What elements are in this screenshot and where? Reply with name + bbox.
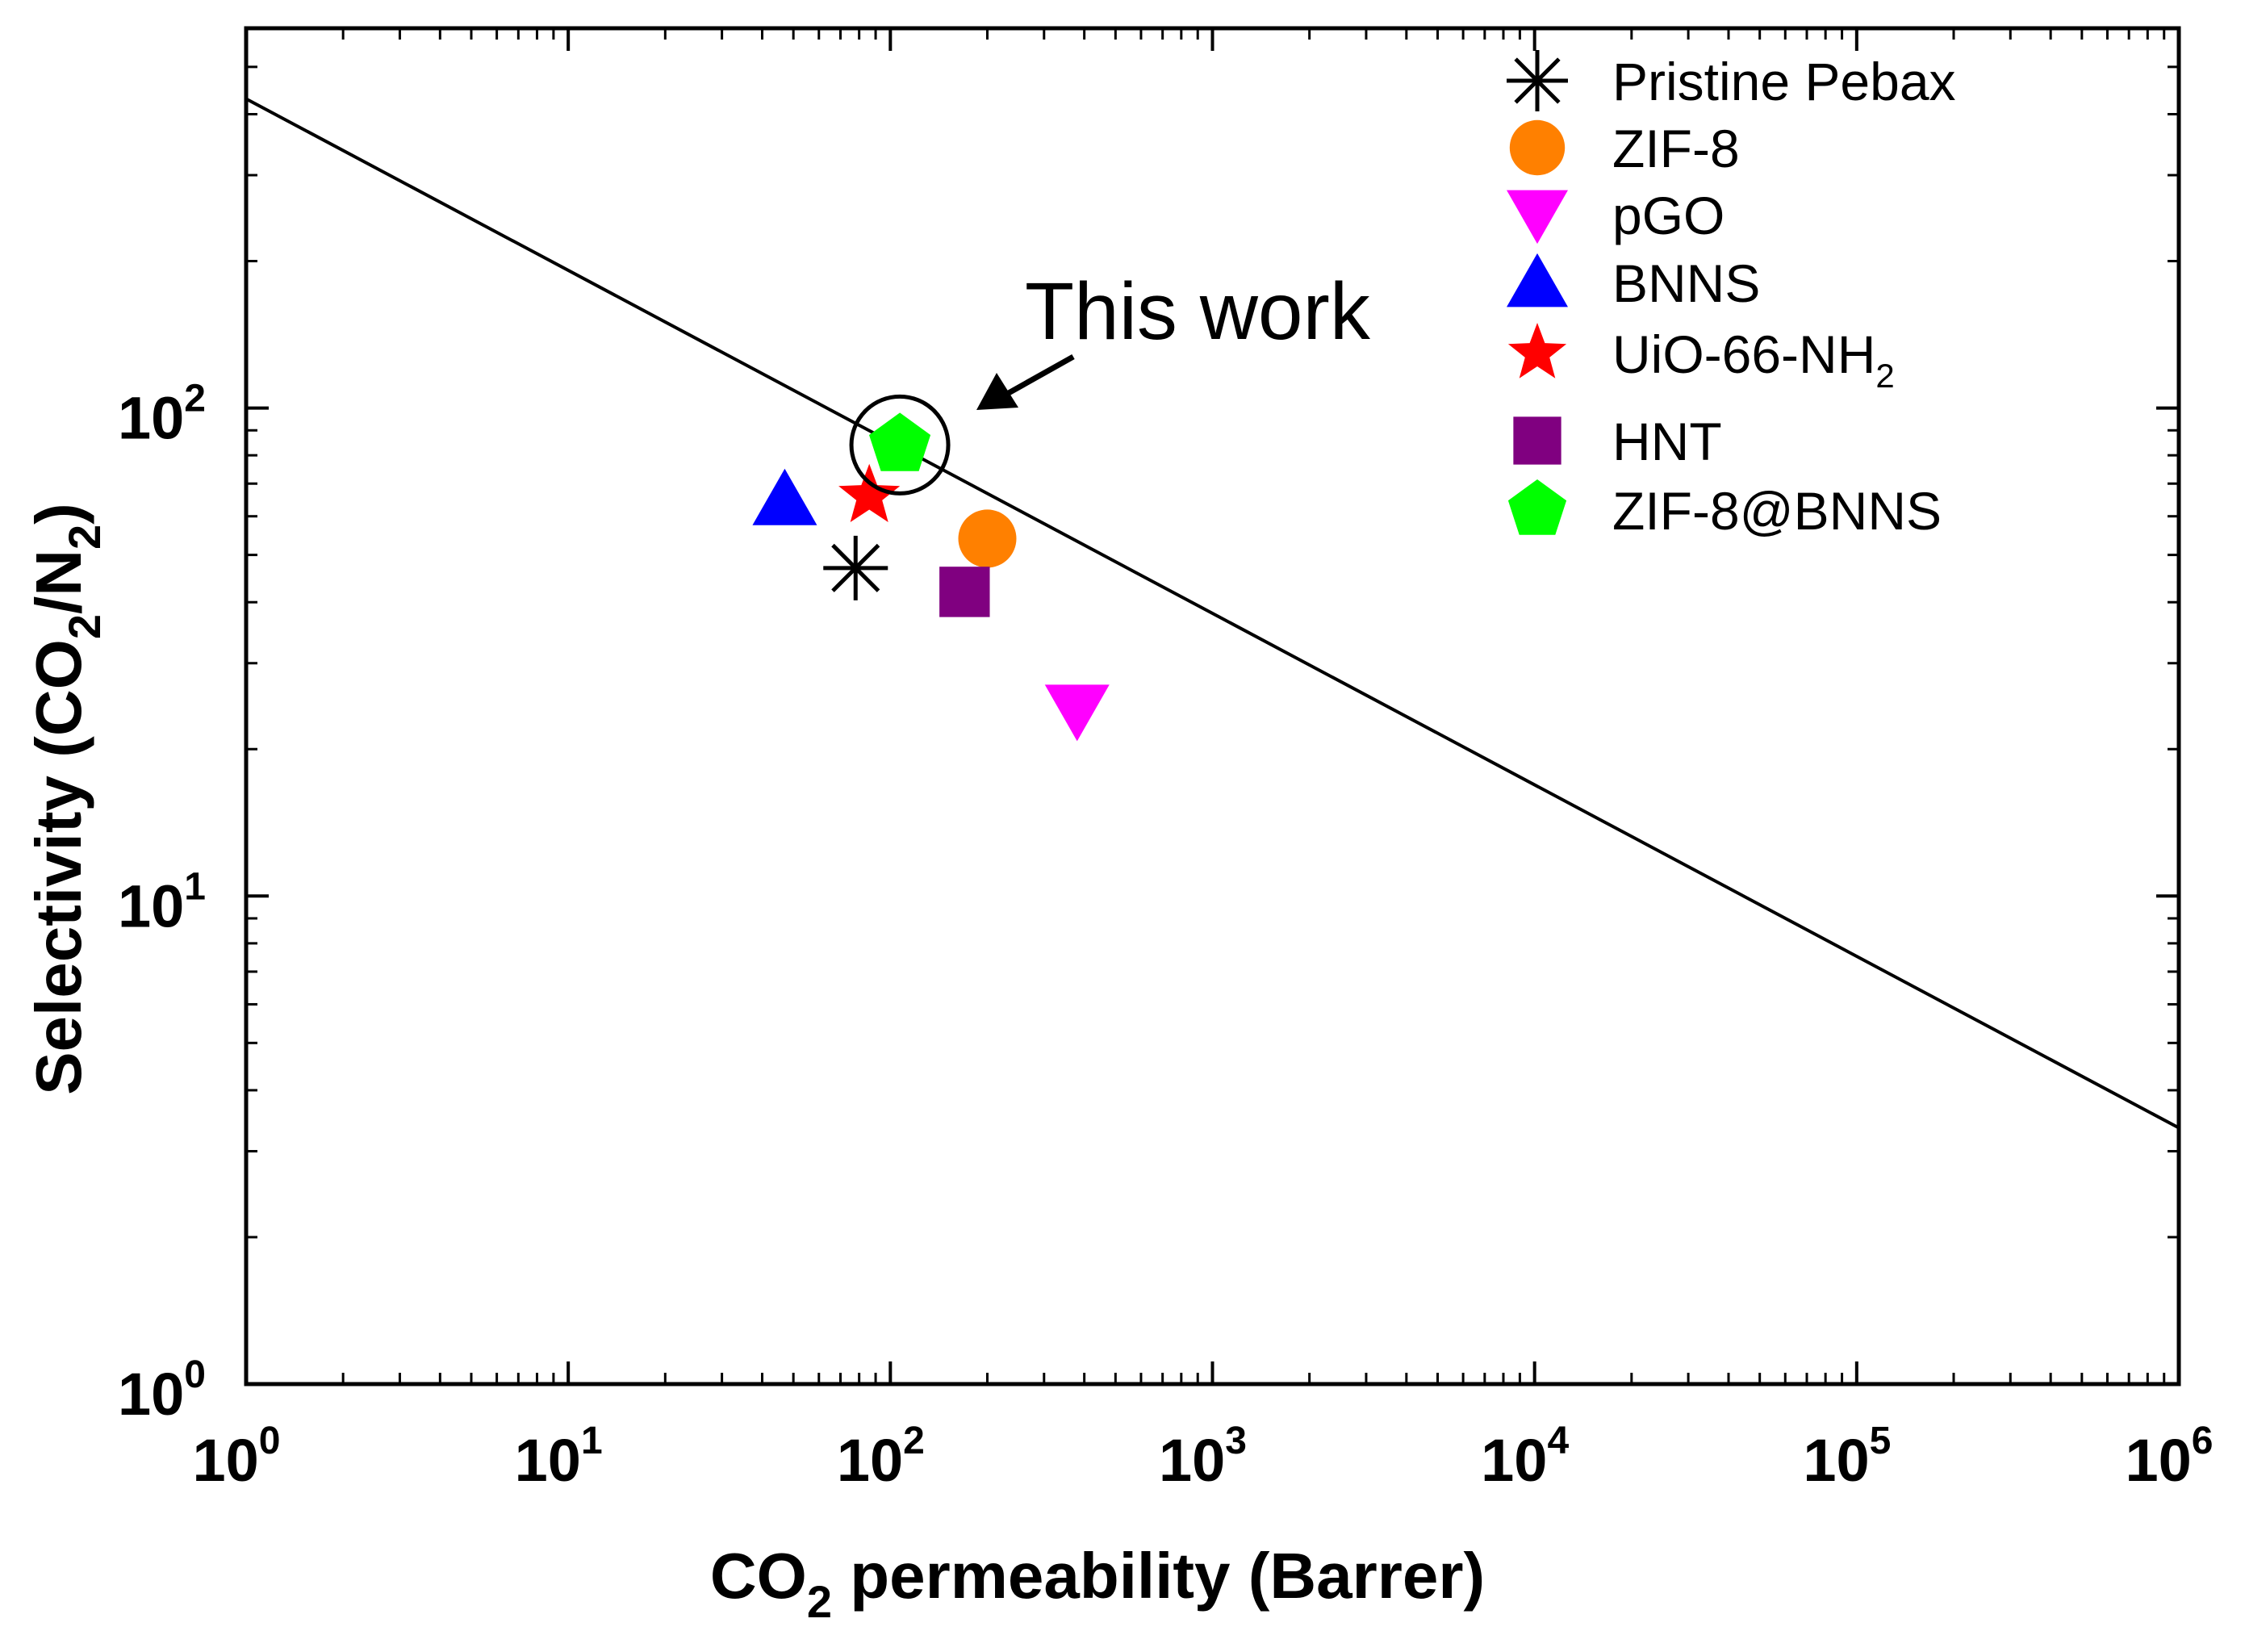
x-tick-label: 104 [1481, 1420, 1569, 1494]
legend-marker [1507, 190, 1568, 245]
x-tick-label: 103 [1159, 1420, 1247, 1494]
x-tick-label: 101 [515, 1420, 603, 1494]
y-tick-label: 102 [118, 378, 206, 452]
legend-item-pristine-pebax: Pristine Pebax [1507, 50, 1956, 111]
legend-item-pgo: pGO [1507, 186, 1725, 245]
annotation-arrow [1005, 353, 1075, 397]
legend-marker [1507, 479, 1567, 535]
annotation: This work [849, 266, 1371, 496]
annotation-arrowhead [976, 373, 1018, 410]
x-tick-label: 105 [1803, 1420, 1891, 1494]
legend-marker [1507, 50, 1568, 111]
legend-label: UiO-66-NH2 [1612, 324, 1895, 395]
point-uio-66-nh [838, 463, 901, 522]
annotation-text: This work [1025, 266, 1371, 357]
major-ticks [245, 28, 2180, 1386]
point-zif-8 [958, 509, 1017, 568]
point-zif-8-bnns [869, 412, 931, 471]
upper-bound-line [245, 97, 2180, 1130]
legend: Pristine Pebax ZIF-8 pGO BNNS UiO-66-NH2 HNT Z… [1507, 50, 1956, 541]
highlight-circle [849, 394, 951, 496]
x-tick-label: 102 [837, 1420, 925, 1494]
legend-marker [1513, 416, 1561, 465]
x-tick-label: 106 [2125, 1420, 2213, 1494]
x-axis-title: CO2 permeability (Barrer) [710, 1540, 1485, 1627]
legend-label: ZIF-8 [1612, 119, 1740, 178]
legend-item-uio-66-nh: UiO-66-NH2 [1507, 323, 1895, 395]
legend-label: pGO [1612, 186, 1725, 245]
x-tick-labels: 100 101 102 103 104 105 106 [192, 1420, 2213, 1494]
legend-marker [1507, 253, 1568, 307]
y-tick-labels: 100 101 102 [118, 378, 206, 1428]
point-pgo [1044, 684, 1110, 742]
minor-ticks [246, 27, 2179, 1384]
legend-item-hnt: HNT [1513, 412, 1722, 471]
legend-label: ZIF-8@BNNS [1612, 481, 1942, 541]
legend-item-bnns: BNNS [1507, 253, 1760, 313]
point-pristine-pebax [823, 535, 888, 600]
y-axis-title: Selectivity (CO2/N2) [23, 503, 110, 1095]
point-hnt [939, 567, 990, 617]
legend-label: HNT [1612, 412, 1722, 471]
x-tick-label: 100 [192, 1420, 280, 1494]
legend-item-zif-8-bnns: ZIF-8@BNNS [1507, 479, 1942, 541]
y-tick-label: 101 [118, 865, 206, 939]
legend-label: BNNS [1612, 253, 1760, 313]
data-points [752, 412, 1110, 742]
y-tick-label: 100 [118, 1353, 206, 1428]
legend-marker [1509, 119, 1566, 176]
legend-marker [1507, 323, 1567, 378]
point-bnns [752, 468, 817, 525]
legend-item-zif-8: ZIF-8 [1509, 119, 1740, 178]
legend-label: Pristine Pebax [1612, 52, 1956, 111]
plot-frame [244, 26, 2181, 1386]
